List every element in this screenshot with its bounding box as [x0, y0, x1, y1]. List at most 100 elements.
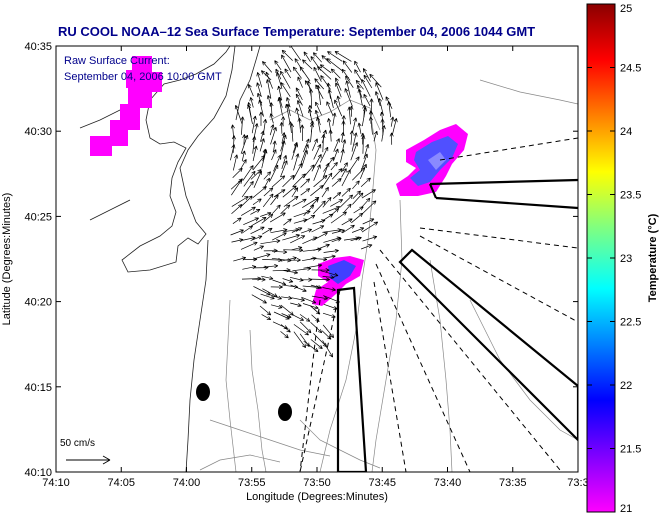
current-vector — [262, 193, 274, 208]
current-vector — [269, 124, 275, 136]
current-vector — [290, 284, 307, 292]
current-vector — [282, 234, 300, 241]
current-vector — [354, 69, 363, 82]
y-axis: 40:35 40:30 40:25 40:20 40:15 40:10 — [24, 41, 578, 479]
current-vector — [360, 177, 371, 187]
current-vector — [253, 245, 264, 251]
current-vector — [283, 218, 292, 226]
station-marker-1 — [196, 383, 210, 401]
current-vector — [303, 51, 311, 62]
current-vector — [313, 175, 328, 188]
current-vector — [356, 84, 363, 99]
current-vector — [369, 73, 382, 88]
current-vector — [332, 112, 337, 126]
current-vector — [247, 104, 253, 125]
current-vector — [282, 185, 297, 198]
current-vector — [378, 98, 384, 116]
current-vector — [240, 134, 249, 154]
current-vector — [323, 295, 340, 303]
current-vector — [247, 84, 254, 97]
current-vector — [270, 126, 277, 145]
current-vector — [240, 159, 247, 170]
current-vector — [334, 99, 343, 117]
current-vector — [322, 162, 330, 179]
current-vector — [363, 93, 371, 107]
current-vector — [316, 85, 322, 106]
current-vector — [303, 214, 316, 223]
current-vector — [272, 140, 277, 153]
current-vector — [251, 216, 267, 227]
current-vector — [351, 227, 365, 233]
current-vector — [345, 80, 351, 98]
x-axis: 74:10 74:05 74:00 73:55 73:50 73:45 73:40 73:35… — [42, 46, 589, 489]
current-vector — [310, 339, 323, 350]
colorbar-tick-label: 24.5 — [620, 63, 641, 75]
current-vector — [271, 149, 277, 161]
current-vector — [261, 213, 274, 224]
overlay-line-1: Raw Surface Current: — [64, 55, 170, 67]
current-vector — [326, 58, 343, 72]
current-vector — [260, 211, 272, 217]
current-vector — [281, 313, 292, 319]
x-tick-label: 73:3 — [567, 477, 588, 489]
current-vector — [331, 237, 342, 243]
y-axis-label: Latitude (Degrees:Minutes) — [1, 193, 13, 326]
figure-title: RU COOL NOAA–12 Sea Surface Temperature:… — [58, 24, 535, 39]
current-vector — [321, 134, 326, 153]
current-vector — [313, 66, 322, 82]
current-vector — [293, 331, 307, 349]
current-vector — [331, 229, 345, 234]
current-vector — [342, 224, 355, 234]
current-vector — [330, 199, 343, 207]
current-vector — [301, 296, 317, 304]
current-vector — [299, 66, 311, 82]
current-vector — [310, 184, 324, 197]
current-vector — [273, 154, 282, 172]
current-vector — [303, 263, 323, 269]
current-vector — [280, 304, 294, 316]
current-vector — [311, 225, 325, 233]
current-vector — [263, 171, 272, 180]
current-vector — [320, 270, 339, 277]
current-vector — [330, 68, 341, 79]
current-vector — [300, 228, 313, 234]
current-vector — [317, 66, 332, 80]
current-vector — [262, 61, 273, 73]
current-vector — [280, 160, 288, 178]
x-tick-label: 74:05 — [107, 477, 135, 489]
current-vector — [361, 79, 371, 97]
current-vector — [272, 232, 287, 241]
current-vector — [390, 116, 395, 127]
current-vector — [280, 82, 291, 97]
current-vector — [291, 187, 299, 198]
current-vector — [323, 254, 336, 259]
current-vector — [333, 138, 340, 152]
current-vector — [310, 321, 323, 334]
current-vector — [311, 314, 320, 323]
current-vector — [327, 51, 343, 62]
current-vector — [240, 116, 245, 135]
current-vector — [277, 85, 282, 100]
current-vector — [368, 116, 373, 135]
x-tick-label: 74:10 — [42, 477, 70, 489]
current-vector — [322, 312, 336, 319]
current-vector — [373, 130, 378, 142]
current-vector — [360, 132, 365, 145]
current-vector — [252, 145, 258, 162]
colorbar-label: Temperature (°C) — [647, 213, 659, 302]
current-vector — [293, 314, 304, 321]
current-vector — [354, 60, 361, 73]
current-vector — [261, 314, 272, 321]
current-vector — [291, 143, 299, 160]
current-vector — [359, 163, 367, 180]
current-vector — [341, 187, 351, 197]
current-vector — [297, 76, 303, 88]
current-vector — [333, 148, 339, 161]
current-vector — [321, 186, 329, 198]
current-vector — [243, 217, 259, 226]
current-vector — [361, 200, 377, 215]
current-vector — [286, 97, 291, 108]
current-vector — [362, 68, 371, 82]
current-vector — [391, 118, 398, 136]
current-vector — [265, 79, 272, 99]
